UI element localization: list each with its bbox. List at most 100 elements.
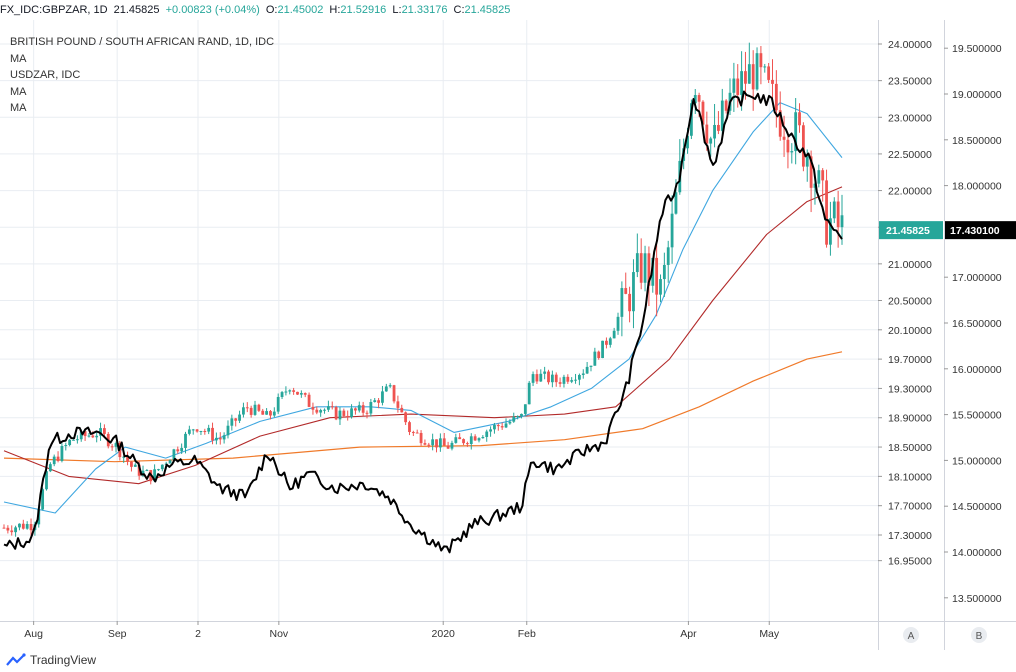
candle[interactable] [713, 103, 716, 148]
candle[interactable] [489, 426, 492, 437]
usdzar-line[interactable] [3, 90, 843, 554]
candle[interactable] [512, 412, 516, 423]
candle[interactable] [404, 411, 408, 426]
candle[interactable] [763, 63, 767, 73]
candle[interactable] [230, 414, 234, 431]
candle[interactable] [133, 463, 137, 468]
candle[interactable] [504, 418, 508, 429]
candle[interactable] [342, 408, 346, 418]
usdzar-path[interactable] [3, 90, 843, 554]
candle[interactable] [354, 407, 357, 415]
candle[interactable] [481, 435, 485, 439]
candle[interactable] [477, 437, 481, 443]
candle[interactable] [381, 385, 384, 406]
candle[interactable] [496, 423, 500, 431]
candle[interactable] [6, 525, 10, 534]
candle[interactable] [226, 420, 230, 439]
candle[interactable] [427, 442, 431, 448]
candle[interactable] [357, 401, 361, 413]
candle[interactable] [384, 383, 388, 392]
candle[interactable] [25, 521, 29, 530]
candle[interactable] [466, 441, 469, 447]
candle[interactable] [346, 410, 350, 421]
time-axis[interactable]: Aug Sep 2 Nov 2020 Feb Apr May [24, 621, 780, 640]
ma-slow-path[interactable] [3, 351, 843, 463]
candle[interactable] [562, 374, 566, 388]
candle[interactable] [103, 424, 106, 438]
candle[interactable] [550, 370, 554, 388]
candle[interactable] [411, 430, 415, 436]
candle[interactable] [732, 62, 736, 112]
candle[interactable] [840, 194, 844, 245]
candle[interactable] [145, 469, 149, 472]
candle[interactable] [431, 433, 435, 451]
candle[interactable] [184, 431, 187, 454]
candle[interactable] [473, 434, 477, 441]
candle[interactable] [361, 401, 365, 417]
candle[interactable] [450, 440, 454, 451]
candle[interactable] [114, 441, 118, 453]
candle[interactable] [326, 400, 330, 412]
candle[interactable] [249, 405, 253, 418]
candle[interactable] [157, 468, 160, 471]
candle[interactable] [292, 387, 296, 395]
candle[interactable] [771, 59, 774, 105]
candle[interactable] [531, 371, 535, 387]
candle[interactable] [539, 369, 543, 382]
candle[interactable] [56, 451, 60, 463]
candle[interactable] [299, 390, 303, 398]
candle[interactable] [435, 439, 438, 453]
candle[interactable] [639, 238, 643, 290]
candle[interactable] [717, 111, 720, 135]
candle[interactable] [419, 430, 423, 446]
candle[interactable] [365, 410, 369, 419]
candle[interactable] [543, 366, 547, 380]
candle[interactable] [396, 395, 400, 413]
candle[interactable] [547, 369, 550, 385]
candle[interactable] [334, 405, 338, 421]
candle[interactable] [72, 439, 75, 441]
candle[interactable] [87, 433, 91, 438]
candle[interactable] [558, 377, 562, 388]
candle[interactable] [130, 461, 133, 472]
candle[interactable] [211, 422, 214, 445]
ma-mid-line[interactable] [3, 186, 843, 485]
candle[interactable] [392, 384, 396, 404]
candle[interactable] [662, 252, 666, 297]
candle[interactable] [423, 439, 427, 446]
pane-button-a[interactable]: A [903, 627, 919, 643]
candle[interactable] [45, 468, 48, 491]
candle[interactable] [257, 403, 261, 412]
candle[interactable] [373, 397, 377, 403]
candle[interactable] [554, 372, 558, 387]
candle[interactable] [585, 361, 589, 375]
candle[interactable] [52, 454, 56, 467]
symbol-name[interactable]: FX_IDC:GBPZAR, 1D [0, 4, 108, 16]
candle[interactable] [408, 420, 411, 436]
candle[interactable] [508, 419, 512, 425]
candle[interactable] [288, 389, 292, 395]
candle[interactable] [744, 51, 747, 100]
candle[interactable] [446, 441, 450, 449]
candle[interactable] [415, 429, 419, 434]
candle[interactable] [207, 424, 211, 435]
candle[interactable] [242, 402, 245, 418]
candle[interactable] [261, 408, 265, 415]
legend-ma-2[interactable]: MA [10, 85, 27, 98]
candle[interactable] [319, 408, 323, 417]
candle[interactable] [643, 245, 647, 292]
candle[interactable] [203, 428, 207, 435]
candle[interactable] [191, 428, 195, 435]
candle[interactable] [666, 240, 670, 283]
candle[interactable] [786, 134, 790, 169]
candle[interactable] [597, 350, 601, 360]
candle[interactable] [836, 190, 840, 248]
legend-overlay[interactable]: USDZAR, IDC [10, 69, 81, 81]
legend-ma-1[interactable]: MA [10, 52, 27, 65]
candle[interactable] [798, 103, 801, 133]
candle[interactable] [388, 383, 392, 388]
candle[interactable] [238, 410, 241, 424]
candle[interactable] [126, 451, 129, 466]
